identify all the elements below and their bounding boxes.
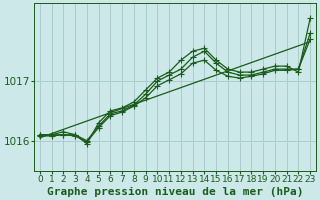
X-axis label: Graphe pression niveau de la mer (hPa): Graphe pression niveau de la mer (hPa) [47,186,303,197]
